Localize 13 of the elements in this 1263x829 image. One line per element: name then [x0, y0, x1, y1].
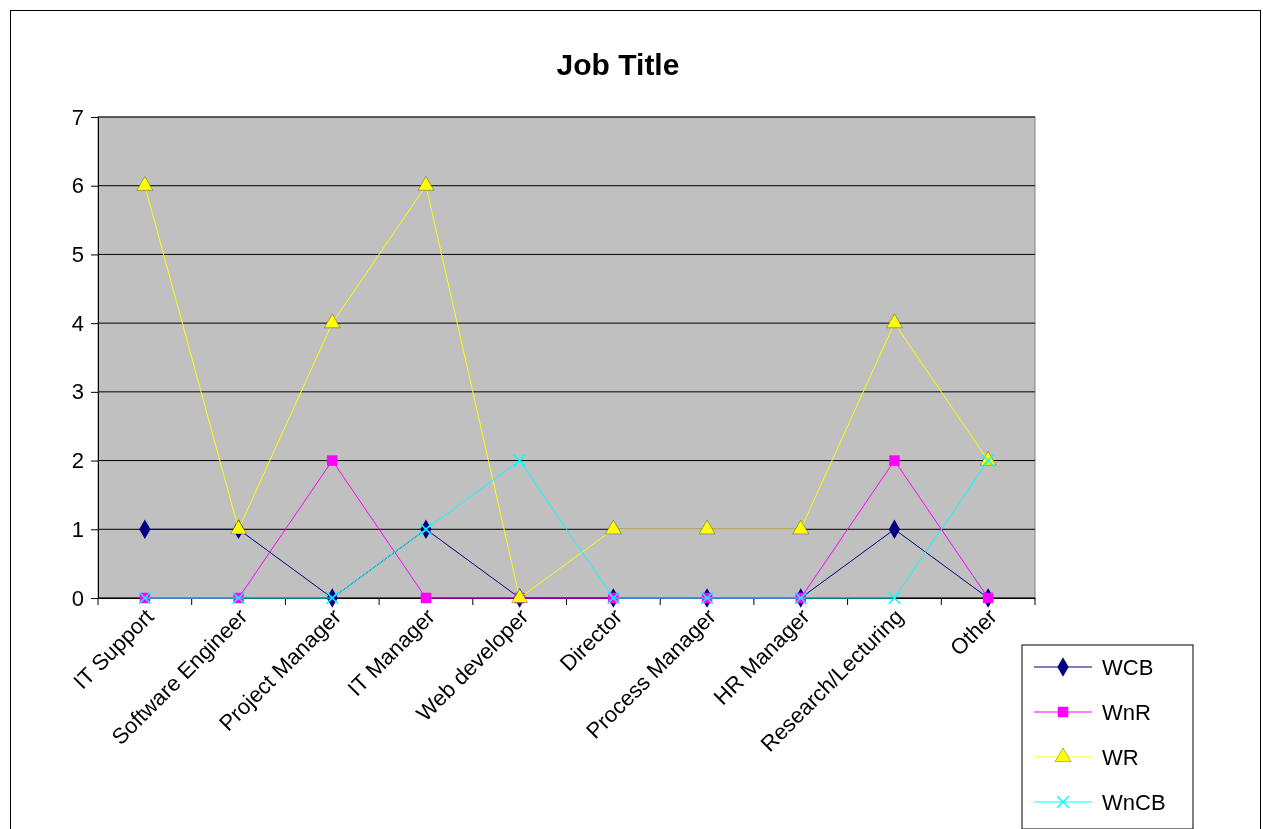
y-tick-label: 2 [71, 448, 84, 474]
y-tick-label: 0 [71, 585, 84, 611]
legend-label: WnCB [1102, 790, 1166, 815]
legend-label: WCB [1102, 655, 1154, 680]
legend-label: WnR [1102, 700, 1151, 725]
y-tick-label: 1 [71, 516, 84, 542]
legend-label: WR [1102, 745, 1139, 770]
y-tick-label: 6 [71, 173, 84, 199]
y-tick-label: 3 [71, 379, 84, 405]
chart-title: Job Title [556, 48, 680, 81]
y-tick-label: 4 [71, 310, 84, 336]
y-tick-label: 7 [71, 104, 84, 130]
y-tick-label: 5 [71, 241, 84, 267]
